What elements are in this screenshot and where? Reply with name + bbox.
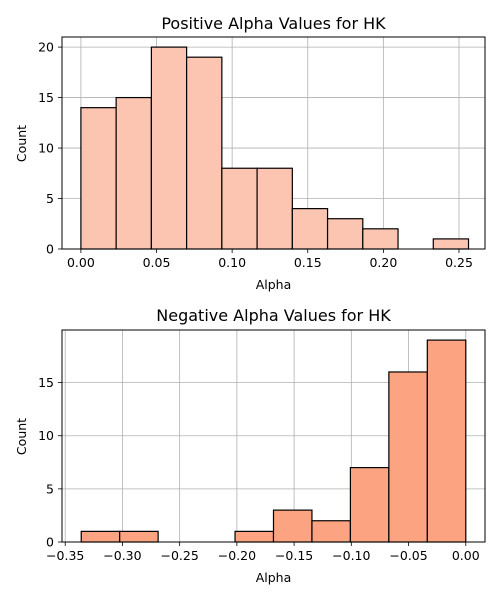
y-ticks: 0 5 10 15 — [38, 375, 62, 550]
histogram-bar — [234, 530, 275, 543]
histogram-bar — [80, 530, 121, 543]
histogram-bar — [432, 238, 470, 250]
histogram-bar — [291, 208, 329, 250]
positive-alpha-histogram: Positive Alpha Values for HK Alpha Count… — [14, 14, 486, 292]
chart-title: Positive Alpha Values for HK — [161, 14, 386, 33]
y-tick-label: 15 — [38, 375, 54, 390]
x-tick-label: −0.30 — [103, 548, 141, 563]
bars — [80, 339, 467, 543]
x-tick-label: 0.15 — [294, 255, 322, 270]
x-tick-label: −0.35 — [46, 548, 84, 563]
histogram-bar — [221, 167, 258, 250]
y-tick-label: 10 — [38, 428, 54, 443]
histogram-bar — [326, 218, 364, 250]
histogram-bar — [150, 46, 188, 250]
x-ticks: −0.35 −0.30 −0.25 −0.20 −0.15 −0.10 −0.05 0.00 — [46, 542, 480, 563]
negative-alpha-histogram: Negative Alpha Values for HK Alpha Count… — [14, 306, 486, 585]
y-tick-label: 5 — [46, 191, 54, 206]
x-ticks: 0.00 0.05 0.10 0.15 0.20 0.25 — [67, 249, 473, 270]
x-tick-label: −0.05 — [389, 548, 427, 563]
y-tick-label: 20 — [38, 40, 54, 55]
histogram-bar — [311, 520, 352, 543]
x-tick-label: −0.15 — [275, 548, 313, 563]
histogram-bar — [349, 467, 390, 543]
x-tick-label: 0.25 — [445, 255, 473, 270]
histogram-bar — [256, 167, 293, 250]
x-axis-label: Alpha — [256, 570, 292, 585]
x-tick-label: 0.00 — [452, 548, 480, 563]
histogram-bar — [388, 371, 428, 543]
y-axis-label: Count — [14, 418, 29, 455]
histogram-bar — [80, 107, 117, 250]
chart-title: Negative Alpha Values for HK — [156, 306, 391, 325]
histogram-bar — [115, 96, 152, 250]
y-tick-label: 0 — [46, 242, 54, 257]
x-tick-label: 0.00 — [67, 255, 95, 270]
bars — [80, 46, 470, 250]
y-ticks: 0 5 10 15 20 — [38, 40, 62, 257]
histogram-bar — [119, 530, 159, 543]
y-tick-label: 15 — [38, 90, 54, 105]
y-tick-label: 0 — [46, 535, 54, 550]
x-tick-label: −0.10 — [332, 548, 370, 563]
axes-frame — [61, 36, 486, 250]
x-tick-label: 0.20 — [369, 255, 397, 270]
y-axis-label: Count — [14, 125, 29, 162]
x-tick-label: 0.10 — [218, 255, 246, 270]
y-tick-label: 5 — [46, 481, 54, 496]
histogram-bar — [426, 339, 467, 543]
x-tick-label: −0.25 — [160, 548, 198, 563]
x-axis-label: Alpha — [256, 277, 292, 292]
x-tick-label: −0.20 — [218, 548, 256, 563]
histogram-bar — [272, 509, 313, 543]
x-tick-label: 0.05 — [143, 255, 171, 270]
histogram-bar — [362, 228, 399, 250]
histogram-bar — [186, 56, 223, 250]
y-tick-label: 10 — [38, 141, 54, 156]
